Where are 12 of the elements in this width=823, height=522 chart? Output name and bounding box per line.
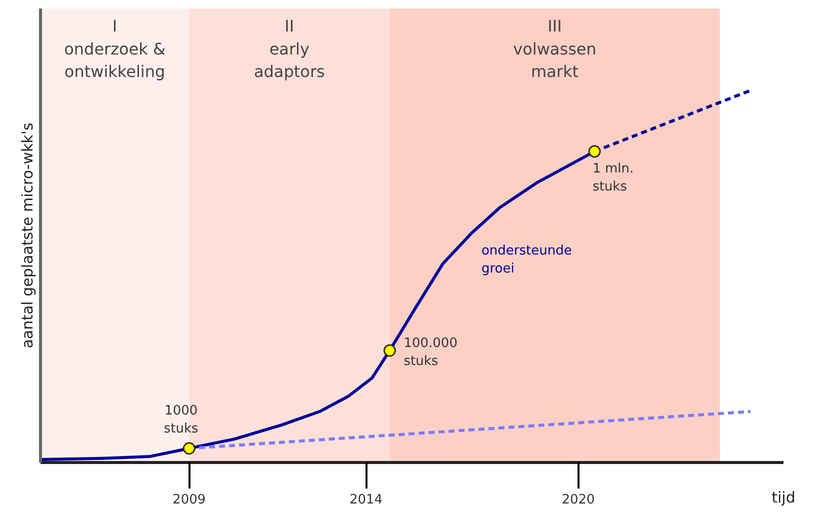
band-label: II early adaptors — [254, 16, 325, 82]
x-tick-label: 2014 — [349, 492, 383, 508]
y-axis-title: aantal geplaatste micro-wkk's — [18, 122, 36, 348]
series-label: ondersteunde groei — [481, 243, 572, 276]
x-axis-title: tijd — [772, 488, 796, 506]
annotation: 100.000 stuks — [404, 336, 458, 369]
annotation: 1 mln. stuks — [592, 161, 634, 194]
x-tick-label: 2009 — [172, 492, 206, 508]
annotation: 1000 stuks — [164, 403, 199, 436]
band-label: III volwassen markt — [513, 16, 596, 82]
x-tick-label: 2020 — [562, 492, 595, 508]
band-label: I onderzoek & ontwikkeling — [64, 16, 166, 82]
